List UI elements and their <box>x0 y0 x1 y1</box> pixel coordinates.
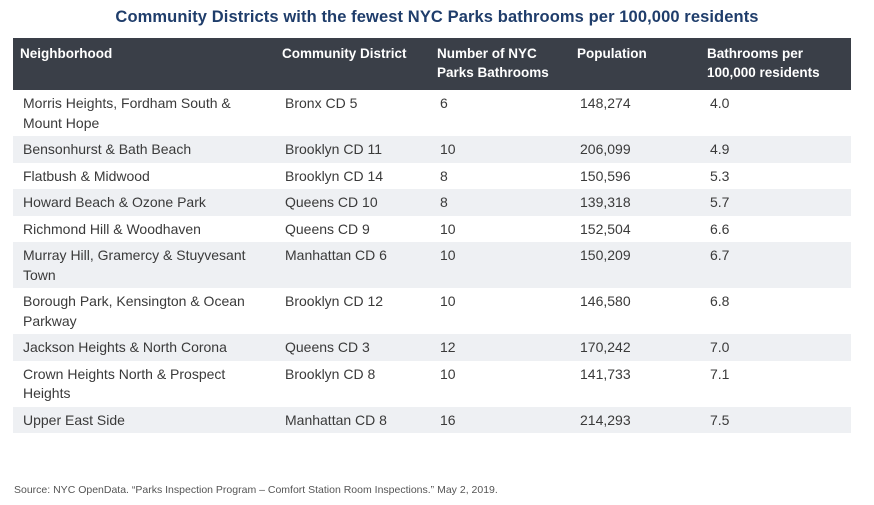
table-header-row: Neighborhood Community District Number o… <box>13 38 851 90</box>
cell-neighborhood: Borough Park, Kensington & Ocean Parkway <box>13 288 275 334</box>
cell-community-district: Queens CD 10 <box>275 189 430 216</box>
cell-bathrooms-per-100k: 7.5 <box>700 406 851 433</box>
cell-community-district: Brooklyn CD 8 <box>275 360 430 407</box>
cell-neighborhood: Richmond Hill & Woodhaven <box>13 215 275 242</box>
table-row: Morris Heights, Fordham South & Mount Ho… <box>13 90 851 136</box>
cell-population: 152,504 <box>570 215 700 242</box>
cell-community-district: Manhattan CD 6 <box>275 242 430 288</box>
cell-population: 150,596 <box>570 162 700 189</box>
cell-bathrooms: 10 <box>430 360 570 407</box>
cell-population: 206,099 <box>570 136 700 163</box>
cell-bathrooms: 10 <box>430 288 570 334</box>
cell-bathrooms-per-100k: 6.6 <box>700 215 851 242</box>
cell-bathrooms: 10 <box>430 242 570 288</box>
cell-population: 146,580 <box>570 288 700 334</box>
cell-community-district: Brooklyn CD 12 <box>275 288 430 334</box>
table-row: Murray Hill, Gramercy & Stuyvesant Town … <box>13 242 851 288</box>
cell-neighborhood: Howard Beach & Ozone Park <box>13 189 275 216</box>
cell-bathrooms: 8 <box>430 162 570 189</box>
table-title: Community Districts with the fewest NYC … <box>115 8 759 26</box>
cell-bathrooms: 6 <box>430 90 570 136</box>
cell-bathrooms: 12 <box>430 334 570 361</box>
cell-community-district: Queens CD 3 <box>275 334 430 361</box>
table-row: Crown Heights North & Prospect Heights B… <box>13 360 851 407</box>
bathrooms-table: Neighborhood Community District Number o… <box>13 38 851 433</box>
cell-neighborhood: Morris Heights, Fordham South & Mount Ho… <box>13 90 275 136</box>
cell-bathrooms: 10 <box>430 215 570 242</box>
cell-neighborhood: Crown Heights North & Prospect Heights <box>13 360 275 407</box>
cell-community-district: Brooklyn CD 11 <box>275 136 430 163</box>
cell-population: 139,318 <box>570 189 700 216</box>
table-row: Richmond Hill & Woodhaven Queens CD 9 10… <box>13 215 851 242</box>
cell-bathrooms-per-100k: 4.9 <box>700 136 851 163</box>
table-row: Borough Park, Kensington & Ocean Parkway… <box>13 288 851 334</box>
cell-bathrooms: 16 <box>430 406 570 433</box>
cell-bathrooms-per-100k: 7.1 <box>700 360 851 407</box>
cell-bathrooms-per-100k: 5.7 <box>700 189 851 216</box>
cell-population: 170,242 <box>570 334 700 361</box>
cell-bathrooms-per-100k: 5.3 <box>700 162 851 189</box>
cell-population: 150,209 <box>570 242 700 288</box>
cell-population: 148,274 <box>570 90 700 136</box>
data-table-container: Neighborhood Community District Number o… <box>13 38 851 433</box>
cell-neighborhood: Flatbush & Midwood <box>13 162 275 189</box>
cell-bathrooms-per-100k: 6.7 <box>700 242 851 288</box>
cell-community-district: Brooklyn CD 14 <box>275 162 430 189</box>
cell-community-district: Bronx CD 5 <box>275 90 430 136</box>
source-note: Source: NYC OpenData. “Parks Inspection … <box>14 484 498 496</box>
table-row: Upper East Side Manhattan CD 8 16 214,29… <box>13 406 851 433</box>
cell-bathrooms-per-100k: 7.0 <box>700 334 851 361</box>
column-header-community-district: Community District <box>275 38 430 90</box>
cell-community-district: Queens CD 9 <box>275 215 430 242</box>
cell-bathrooms-per-100k: 4.0 <box>700 90 851 136</box>
cell-bathrooms: 10 <box>430 136 570 163</box>
table-row: Howard Beach & Ozone Park Queens CD 10 8… <box>13 189 851 216</box>
cell-neighborhood: Bensonhurst & Bath Beach <box>13 136 275 163</box>
cell-population: 141,733 <box>570 360 700 407</box>
cell-community-district: Manhattan CD 8 <box>275 406 430 433</box>
column-header-population: Population <box>570 38 700 90</box>
table-row: Flatbush & Midwood Brooklyn CD 14 8 150,… <box>13 162 851 189</box>
cell-neighborhood: Murray Hill, Gramercy & Stuyvesant Town <box>13 242 275 288</box>
column-header-bathrooms: Number of NYC Parks Bathrooms <box>430 38 570 90</box>
cell-population: 214,293 <box>570 406 700 433</box>
cell-bathrooms-per-100k: 6.8 <box>700 288 851 334</box>
table-row: Jackson Heights & North Corona Queens CD… <box>13 334 851 361</box>
table-row: Bensonhurst & Bath Beach Brooklyn CD 11 … <box>13 136 851 163</box>
column-header-bathrooms-per-100k: Bathrooms per 100,000 residents <box>700 38 851 90</box>
cell-neighborhood: Jackson Heights & North Corona <box>13 334 275 361</box>
column-header-neighborhood: Neighborhood <box>13 38 275 90</box>
cell-bathrooms: 8 <box>430 189 570 216</box>
cell-neighborhood: Upper East Side <box>13 406 275 433</box>
